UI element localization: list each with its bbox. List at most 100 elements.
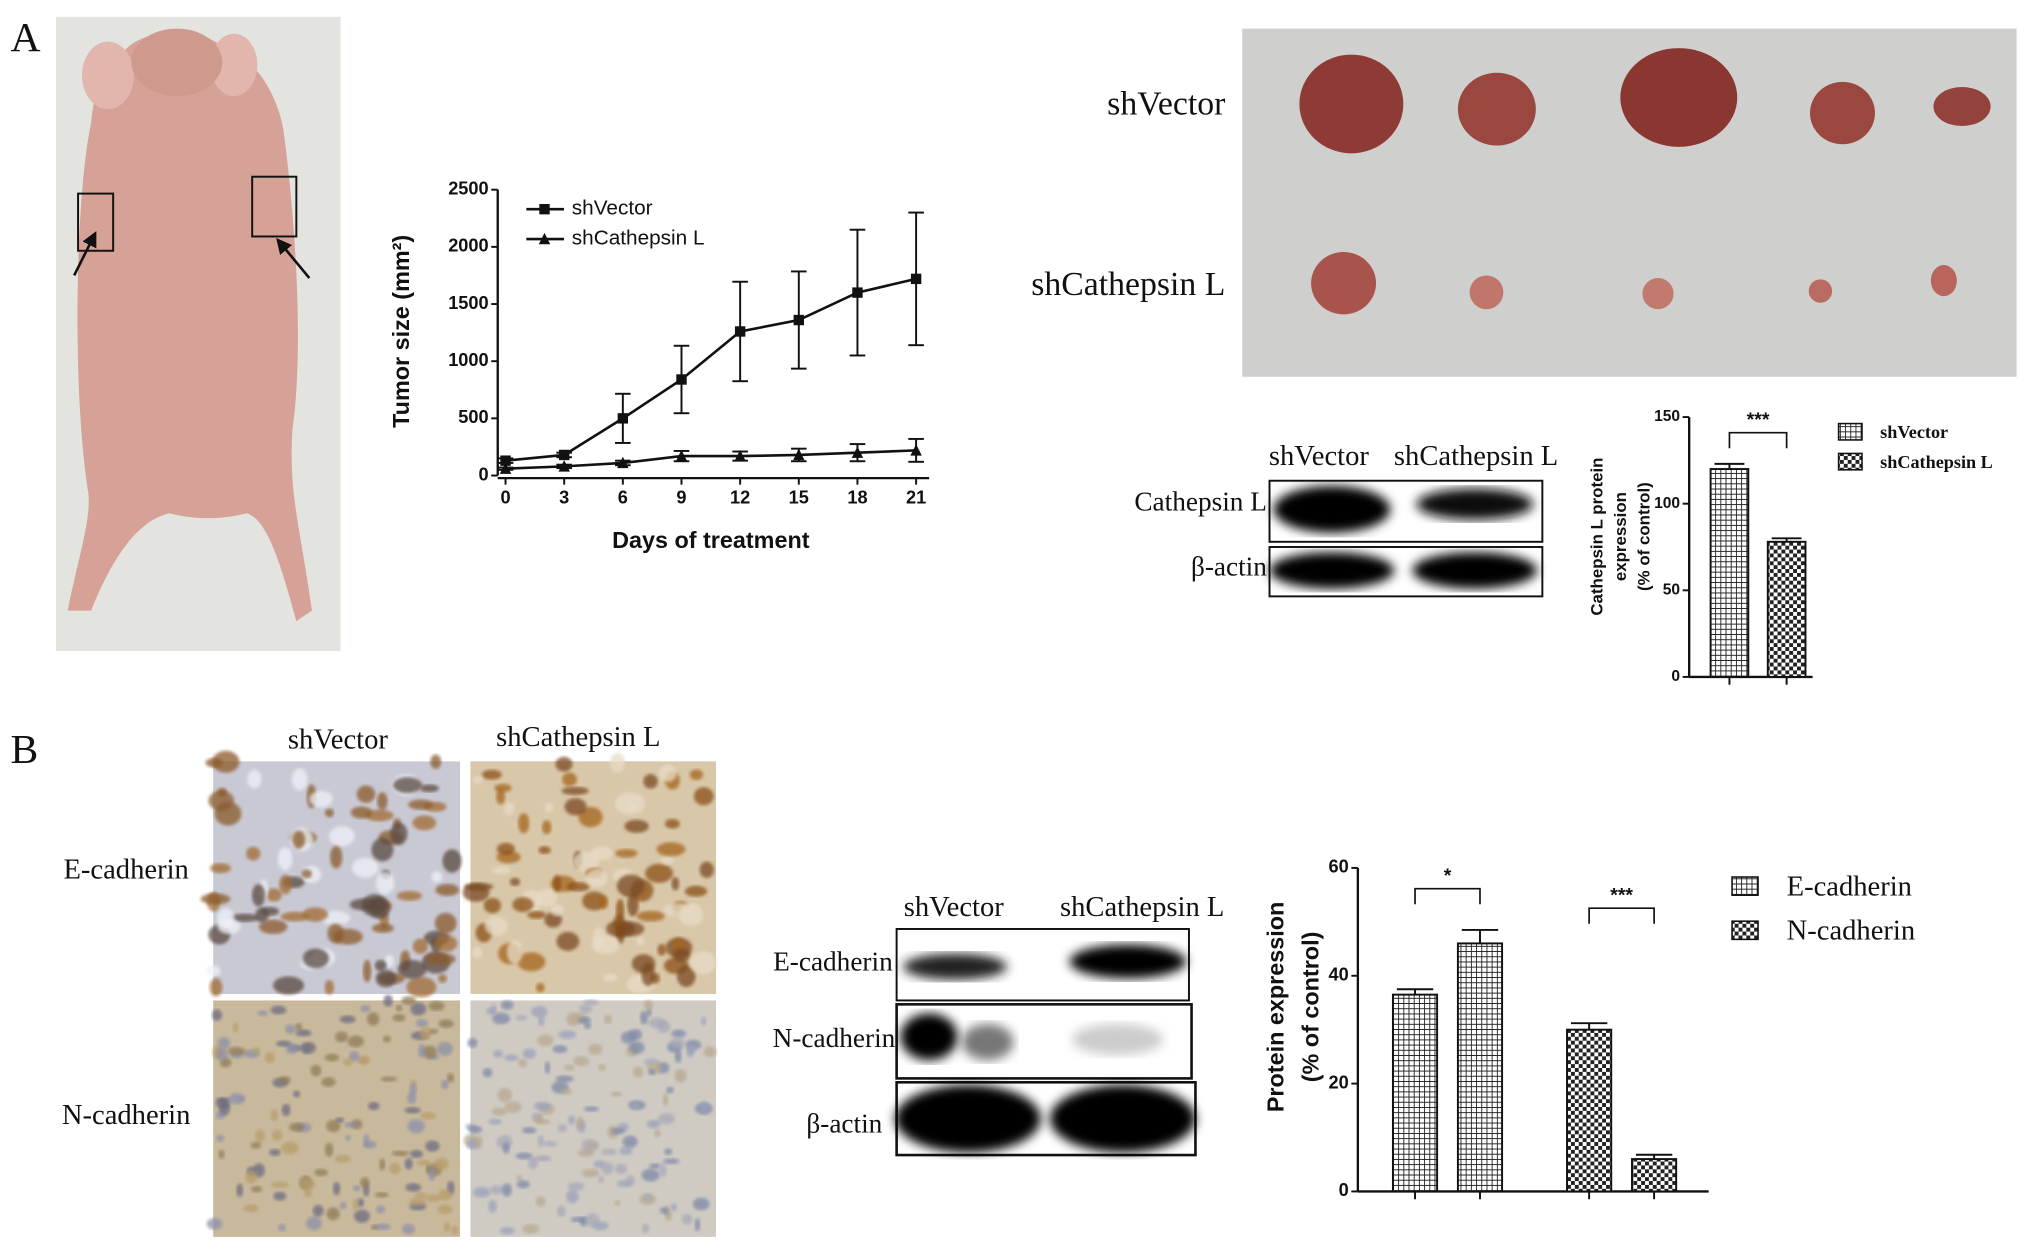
error-bar <box>1635 1153 1673 1160</box>
texture <box>314 1168 328 1177</box>
texture <box>527 1156 539 1169</box>
texture <box>270 1005 287 1015</box>
texture <box>250 1141 262 1149</box>
texture <box>566 1012 580 1027</box>
texture <box>694 1217 701 1232</box>
bar <box>1456 942 1504 1193</box>
texture <box>662 1093 669 1107</box>
texture <box>245 846 261 861</box>
legend-label: E-cadherin <box>1787 871 1912 902</box>
texture <box>646 1119 661 1129</box>
texture <box>499 1226 515 1235</box>
marker <box>617 456 629 469</box>
y-axis-label: Cathepsin L protein <box>1588 458 1607 616</box>
ihc-images <box>200 750 717 1237</box>
texture <box>544 802 554 813</box>
texture <box>562 772 577 787</box>
texture <box>689 769 704 781</box>
texture <box>558 1030 577 1039</box>
texture <box>281 1103 291 1117</box>
texture <box>488 1118 502 1125</box>
texture <box>326 1119 341 1133</box>
texture <box>504 1054 519 1062</box>
texture <box>570 1216 587 1223</box>
texture <box>218 1149 225 1159</box>
y-tick-label: 20 <box>1329 1072 1349 1092</box>
texture <box>614 792 646 815</box>
texture <box>636 936 645 947</box>
texture <box>496 788 506 805</box>
texture <box>641 1168 660 1182</box>
texture <box>405 1183 422 1192</box>
texture <box>472 1186 491 1198</box>
texture <box>482 1067 493 1078</box>
texture <box>294 1023 303 1031</box>
marker <box>558 460 570 472</box>
texture <box>641 1223 650 1234</box>
texture <box>699 861 714 878</box>
texture <box>352 1185 361 1192</box>
texture <box>522 1048 537 1059</box>
texture <box>515 1152 533 1160</box>
texture <box>573 1056 590 1067</box>
texture <box>602 973 618 982</box>
texture <box>687 1043 697 1055</box>
texture <box>216 1097 230 1103</box>
row-label: E-cadherin <box>63 854 188 885</box>
texture <box>681 1213 693 1225</box>
texture <box>217 1037 231 1049</box>
texture <box>544 1061 551 1074</box>
marker <box>675 449 688 462</box>
texture <box>388 1163 401 1175</box>
texture <box>327 923 344 944</box>
texture <box>657 1112 675 1125</box>
texture <box>601 1148 617 1156</box>
texture <box>555 756 573 772</box>
texture <box>404 1106 421 1114</box>
y-axis-label: expression <box>1611 492 1630 581</box>
texture <box>566 1189 579 1204</box>
texture <box>436 1041 453 1056</box>
texture <box>468 1125 483 1134</box>
texture <box>492 1012 511 1025</box>
texture <box>243 1204 260 1213</box>
row-label: N-cadherin <box>62 1100 191 1131</box>
y-tick-label: 150 <box>1654 408 1680 425</box>
texture <box>416 1159 432 1166</box>
texture <box>502 1142 510 1154</box>
texture <box>628 1029 643 1041</box>
texture <box>324 1053 340 1062</box>
legend-swatch <box>1731 920 1759 941</box>
texture <box>200 893 231 905</box>
texture <box>217 919 241 935</box>
texture <box>348 1050 360 1062</box>
annotation: * <box>1444 865 1452 887</box>
texture <box>538 846 551 855</box>
texture <box>433 1157 449 1171</box>
texture <box>343 1057 353 1067</box>
texture <box>566 882 590 892</box>
y-tick-label: 1500 <box>448 293 488 313</box>
bar <box>1391 993 1439 1193</box>
texture <box>404 1158 413 1170</box>
texture <box>629 1041 645 1054</box>
texture <box>474 1135 483 1149</box>
texture <box>484 916 509 936</box>
texture <box>556 1205 566 1218</box>
texture <box>302 907 329 922</box>
line <box>505 449 917 470</box>
texture <box>535 1196 546 1207</box>
texture <box>245 1170 258 1184</box>
texture <box>371 837 394 862</box>
texture <box>292 1090 301 1098</box>
texture <box>407 1119 425 1134</box>
texture <box>622 1135 638 1149</box>
texture <box>674 1068 687 1083</box>
y-tick-label: 40 <box>1329 965 1349 985</box>
texture <box>664 1148 673 1155</box>
texture <box>633 1103 640 1110</box>
texture <box>209 863 231 874</box>
texture <box>258 919 288 934</box>
texture <box>610 1091 622 1097</box>
texture <box>577 1148 595 1157</box>
